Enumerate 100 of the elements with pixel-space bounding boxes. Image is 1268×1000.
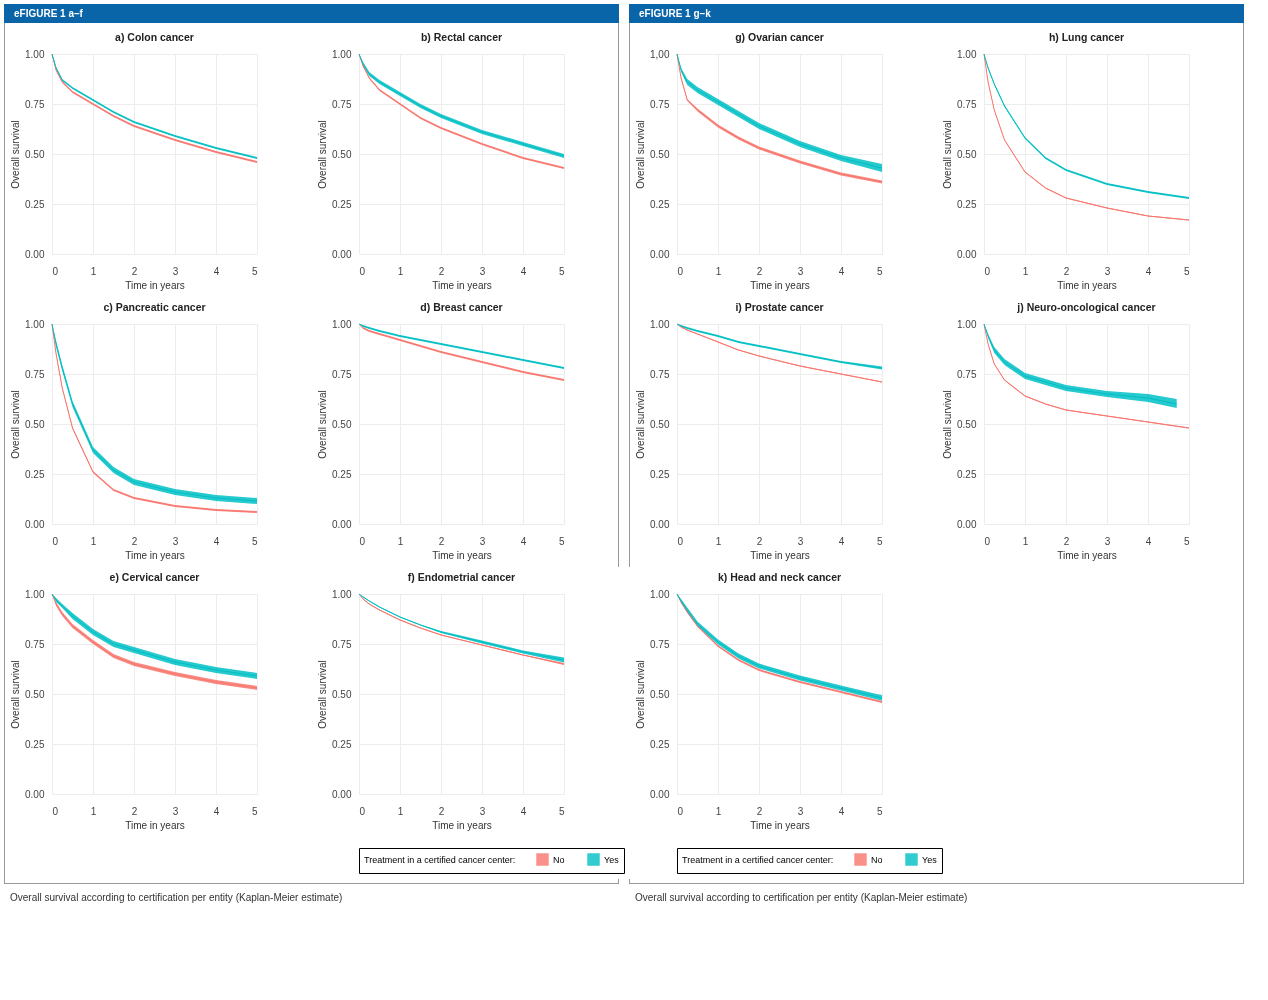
x-tick-label: 5 (558, 535, 565, 547)
x-tick-label: 0 (359, 265, 366, 277)
x-axis-title: Time in years (1057, 549, 1117, 561)
x-tick-label: 3 (797, 265, 804, 277)
x-tick-label: 4 (520, 805, 527, 817)
y-tick-label: 0.75 (332, 638, 352, 650)
x-tick-label: 3 (479, 535, 486, 547)
chart-title: a) Colon cancer (115, 30, 194, 43)
y-tick-label: 0.75 (25, 98, 45, 110)
y-tick-label: 0.00 (650, 518, 670, 530)
x-tick-label: 3 (479, 265, 486, 277)
x-tick-label: 1 (715, 265, 722, 277)
y-tick-label: 0.50 (25, 418, 45, 430)
x-tick-label: 2 (438, 805, 445, 817)
x-axis-title: Time in years (125, 819, 185, 831)
y-axis-title: Overall survival (942, 120, 954, 189)
y-tick-label: 0.50 (25, 148, 45, 160)
x-tick-label: 5 (1183, 265, 1190, 277)
y-tick-label: 1.00 (25, 588, 45, 600)
x-tick-label: 0 (677, 805, 684, 817)
x-axis-title: Time in years (432, 819, 492, 831)
x-tick-label: 5 (558, 265, 565, 277)
legend-label: No (553, 854, 565, 865)
y-axis-title: Overall survival (317, 660, 329, 729)
y-tick-label: 0.50 (650, 418, 670, 430)
y-tick-label: 0.75 (957, 368, 977, 380)
x-tick-label: 2 (131, 805, 138, 817)
y-tick-label: 0.50 (650, 688, 670, 700)
x-tick-label: 3 (797, 535, 804, 547)
y-tick-label: 0.50 (957, 148, 977, 160)
y-axis-title: Overall survival (635, 390, 647, 459)
x-tick-label: 3 (172, 535, 179, 547)
y-tick-label: 0.25 (650, 198, 670, 210)
x-tick-label: 1 (1022, 265, 1029, 277)
y-tick-label: 0.50 (650, 148, 670, 160)
legend-title: Treatment in a certified cancer center: (682, 855, 834, 865)
x-axis-title: Time in years (750, 819, 810, 831)
x-tick-label: 5 (251, 265, 258, 277)
x-tick-label: 3 (797, 805, 804, 817)
y-axis-title: Overall survival (10, 120, 22, 189)
y-tick-label: 0.75 (957, 98, 977, 110)
chart-title: e) Cervical cancer (109, 570, 200, 583)
x-tick-label: 4 (1145, 535, 1152, 547)
x-axis-title: Time in years (125, 279, 185, 291)
legend-title: Treatment in a certified cancer center: (364, 855, 516, 865)
x-tick-label: 1 (397, 265, 404, 277)
y-axis-title: Overall survival (317, 120, 329, 189)
y-tick-label: 1.00 (332, 318, 352, 330)
y-tick-label: 0.25 (650, 738, 670, 750)
y-tick-label: 1.00 (957, 48, 977, 60)
y-axis-title: Overall survival (942, 390, 954, 459)
x-tick-label: 0 (677, 265, 684, 277)
x-tick-label: 5 (876, 265, 883, 277)
x-tick-label: 2 (438, 535, 445, 547)
y-tick-label: 0.75 (650, 368, 670, 380)
x-tick-label: 0 (359, 805, 366, 817)
x-tick-label: 4 (213, 805, 220, 817)
x-tick-label: 2 (1063, 535, 1070, 547)
x-tick-label: 1 (715, 535, 722, 547)
x-tick-label: 1 (90, 535, 97, 547)
x-tick-label: 5 (558, 805, 565, 817)
y-tick-label: 0.00 (332, 248, 352, 260)
y-tick-label: 0.25 (25, 468, 45, 480)
y-tick-label: 1.00 (332, 588, 352, 600)
x-tick-label: 5 (876, 535, 883, 547)
x-tick-label: 1 (90, 265, 97, 277)
y-tick-label: 1.00 (650, 318, 670, 330)
x-tick-label: 4 (213, 535, 220, 547)
y-axis-title: Overall survival (635, 120, 647, 189)
x-axis-title: Time in years (750, 279, 810, 291)
y-tick-label: 0.50 (332, 148, 352, 160)
chart-title: j) Neuro-oncological cancer (1016, 300, 1156, 313)
x-axis-title: Time in years (1057, 279, 1117, 291)
y-tick-label: 0.75 (650, 98, 670, 110)
x-tick-label: 5 (876, 805, 883, 817)
x-tick-label: 3 (172, 265, 179, 277)
chart-title: d) Breast cancer (420, 300, 503, 313)
y-tick-label: 0.50 (332, 418, 352, 430)
y-tick-label: 0.00 (650, 248, 670, 260)
x-tick-label: 0 (52, 265, 59, 277)
x-axis-title: Time in years (432, 549, 492, 561)
chart-title: k) Head and neck cancer (717, 570, 842, 583)
y-tick-label: 0.00 (650, 788, 670, 800)
y-axis-title: Overall survival (635, 660, 647, 729)
x-tick-label: 0 (677, 535, 684, 547)
y-tick-label: 0.75 (332, 368, 352, 380)
x-tick-label: 1 (397, 535, 404, 547)
y-tick-label: 1.00 (25, 318, 45, 330)
y-tick-label: 1,00 (650, 48, 670, 60)
x-tick-label: 2 (131, 265, 138, 277)
x-axis-title: Time in years (750, 549, 810, 561)
text: eFIGURE 1 a–f (4, 4, 619, 23)
legend-label: No (871, 854, 883, 865)
chart-title: g) Ovarian cancer (735, 30, 824, 43)
y-tick-label: 0.25 (332, 198, 352, 210)
y-tick-label: 0.00 (332, 518, 352, 530)
x-tick-label: 5 (251, 805, 258, 817)
x-tick-label: 1 (90, 805, 97, 817)
x-tick-label: 5 (1183, 535, 1190, 547)
chart-title: b) Rectal cancer (420, 30, 503, 43)
